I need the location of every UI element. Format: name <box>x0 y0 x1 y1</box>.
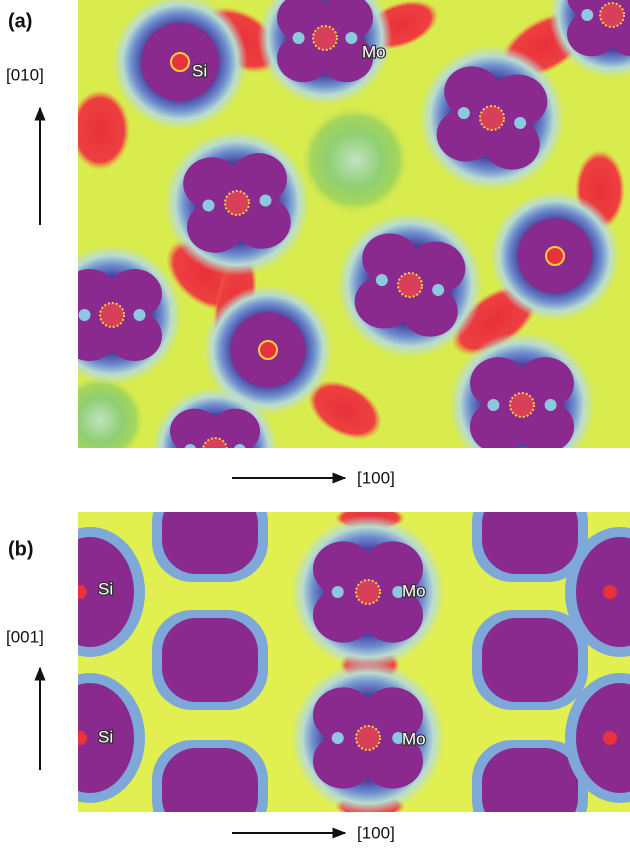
gap <box>184 444 196 456</box>
axis-label: [100] <box>357 823 395 842</box>
density-map-b <box>35 482 630 840</box>
atom-center <box>603 585 617 599</box>
atom-core <box>162 490 258 574</box>
atom-center <box>356 580 380 604</box>
ring <box>55 375 145 465</box>
atom-label: Mo <box>402 729 426 748</box>
gap <box>581 9 593 21</box>
mo-cluster <box>42 245 182 385</box>
atom-center <box>73 731 87 745</box>
mo-cluster <box>449 332 595 478</box>
atom-core <box>162 618 258 702</box>
panel-label: (b) <box>8 538 34 560</box>
atom-center <box>313 26 337 50</box>
lobe <box>211 446 261 491</box>
atom-center <box>203 438 227 462</box>
gap <box>79 309 91 321</box>
gap <box>332 732 344 744</box>
atom-label: Mo <box>402 581 426 600</box>
atom-label: Si <box>98 727 113 746</box>
atom-label: Si <box>98 579 113 598</box>
panel-label: (a) <box>8 10 32 32</box>
atom-center <box>510 393 534 417</box>
lobe <box>170 446 220 491</box>
atom-core <box>482 748 578 832</box>
figure: (a) [010] [100] (b) [001] [100] Si Mo Si Mo… <box>0 0 630 852</box>
axis-label: [001] <box>6 627 44 646</box>
red-region <box>70 90 130 170</box>
atom-center <box>603 731 617 745</box>
atom-center <box>259 341 277 359</box>
mo-cluster <box>152 387 278 513</box>
axis-label: [010] <box>6 65 44 84</box>
atom-label: Mo <box>362 42 386 61</box>
atom-halo <box>152 387 278 513</box>
atom-center <box>600 3 624 27</box>
atom-center <box>356 726 380 750</box>
gap <box>234 444 246 456</box>
ring <box>300 105 410 215</box>
atom-center <box>171 53 189 71</box>
density-map-a <box>42 0 630 513</box>
atom-label: Si <box>192 61 207 80</box>
gap <box>345 32 357 44</box>
atom-center <box>73 585 87 599</box>
gap <box>134 309 146 321</box>
gap <box>332 586 344 598</box>
atom-core <box>482 618 578 702</box>
gap <box>293 32 305 44</box>
atom-center <box>100 303 124 327</box>
atom-core <box>162 748 258 832</box>
atom-core <box>482 490 578 574</box>
gap <box>545 399 557 411</box>
atom-center <box>546 247 564 265</box>
atom-core <box>46 683 134 793</box>
gap <box>487 399 499 411</box>
atom-core <box>46 537 134 647</box>
axis-label: [100] <box>357 468 395 487</box>
